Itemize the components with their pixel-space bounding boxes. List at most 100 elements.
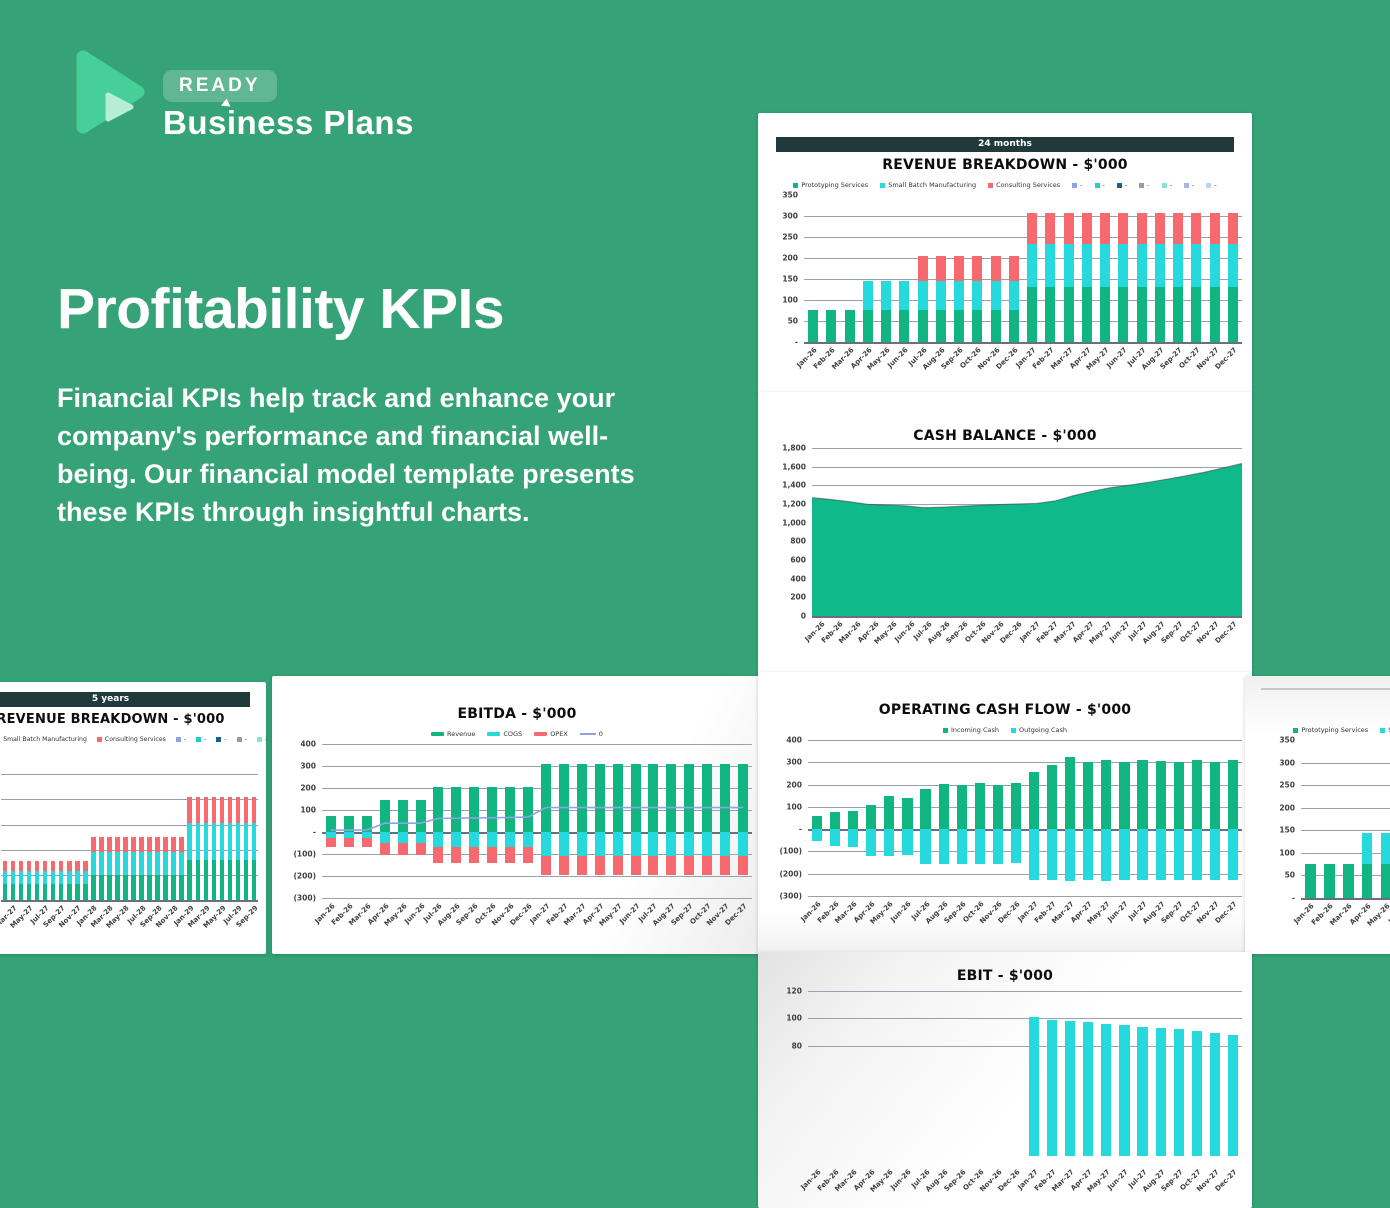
bar	[19, 884, 23, 900]
bar	[1228, 287, 1238, 342]
bar	[91, 852, 95, 875]
bar	[1083, 1022, 1093, 1155]
bar	[826, 310, 836, 342]
bar	[163, 852, 167, 875]
bar	[1101, 1024, 1111, 1156]
bar	[212, 860, 216, 900]
plot	[812, 448, 1242, 616]
bar	[957, 785, 967, 830]
bar	[972, 281, 982, 310]
bar	[83, 871, 87, 884]
bar	[920, 829, 930, 864]
legend-label: Small Batch Manufacturing	[888, 181, 976, 189]
bar	[1100, 244, 1110, 287]
y-tick-label: 1,400	[782, 481, 806, 490]
bar	[83, 884, 87, 900]
bar	[863, 281, 873, 310]
bar	[954, 310, 964, 342]
bar	[1119, 1025, 1129, 1156]
y-tick-label: 1,800	[782, 444, 806, 453]
bar	[936, 310, 946, 342]
chart-title: REVENUE BREAKDOWN - $'000	[768, 157, 1242, 173]
page-title: Profitability KPIs	[57, 276, 504, 342]
bar	[1228, 1035, 1238, 1156]
bar	[993, 785, 1003, 830]
bar	[11, 884, 15, 900]
bar	[1191, 213, 1201, 244]
y-tick-label: (200)	[779, 869, 802, 878]
bar	[236, 823, 240, 860]
bar	[43, 884, 47, 900]
bar	[1027, 244, 1037, 287]
legend-item: -	[1162, 181, 1172, 189]
gridline	[808, 991, 1242, 992]
operating-cash-flow-card: OPERATING CASH FLOW - $'000 Incoming Cas…	[758, 672, 1252, 954]
legend-item: -	[1139, 181, 1149, 189]
legend-label: -	[224, 736, 226, 743]
bar	[107, 852, 111, 875]
bar	[139, 852, 143, 875]
bar	[1101, 829, 1111, 881]
bar	[1137, 244, 1147, 287]
bar	[902, 829, 912, 855]
bar	[1343, 864, 1354, 898]
y-tick-label: 50	[788, 317, 798, 326]
gridline	[1, 774, 258, 775]
bar	[1228, 760, 1238, 829]
bar	[187, 860, 191, 900]
legend-label: -	[265, 736, 266, 743]
bar	[830, 829, 840, 846]
bar	[991, 310, 1001, 342]
y-tick-label: (300)	[779, 892, 802, 901]
revenue-breakdown-5y-card: 5 years REVENUE BREAKDOWN - $'000 Protot…	[0, 682, 266, 954]
bar	[993, 829, 1003, 864]
bar	[1210, 762, 1220, 829]
bar	[881, 281, 891, 310]
legend-item: -	[196, 736, 206, 743]
bar	[67, 861, 71, 870]
bar	[163, 875, 167, 900]
bar	[1173, 213, 1183, 244]
bar	[1083, 829, 1093, 880]
plot	[804, 195, 1242, 342]
legend-label: -	[1214, 181, 1216, 189]
bar	[902, 798, 912, 830]
bar	[11, 871, 15, 884]
bar	[1173, 287, 1183, 342]
series-svg	[812, 448, 1242, 616]
legend-marker-icon	[1380, 728, 1385, 733]
bar	[220, 823, 224, 860]
bar	[75, 884, 79, 900]
bar	[244, 823, 248, 860]
bar	[115, 852, 119, 875]
bar	[881, 310, 891, 342]
bar	[1064, 213, 1074, 244]
bar	[1100, 287, 1110, 342]
bar	[939, 829, 949, 864]
bar	[27, 884, 31, 900]
bar	[196, 797, 200, 823]
bar	[1029, 1017, 1039, 1156]
y-tick-label: 120	[786, 986, 802, 995]
bar	[975, 829, 985, 864]
bar	[1137, 829, 1147, 880]
legend-label: Small Batch Manufacturing	[3, 736, 87, 743]
bar	[1191, 244, 1201, 287]
bar	[848, 811, 858, 829]
bar	[59, 871, 63, 884]
plot	[322, 744, 752, 898]
legend-item: COGS	[487, 730, 522, 738]
bar	[147, 852, 151, 875]
y-tick-label: 200	[300, 784, 316, 793]
bar	[1210, 244, 1220, 287]
legend-marker-icon	[580, 733, 596, 735]
y-tick-label: 250	[1279, 781, 1295, 790]
